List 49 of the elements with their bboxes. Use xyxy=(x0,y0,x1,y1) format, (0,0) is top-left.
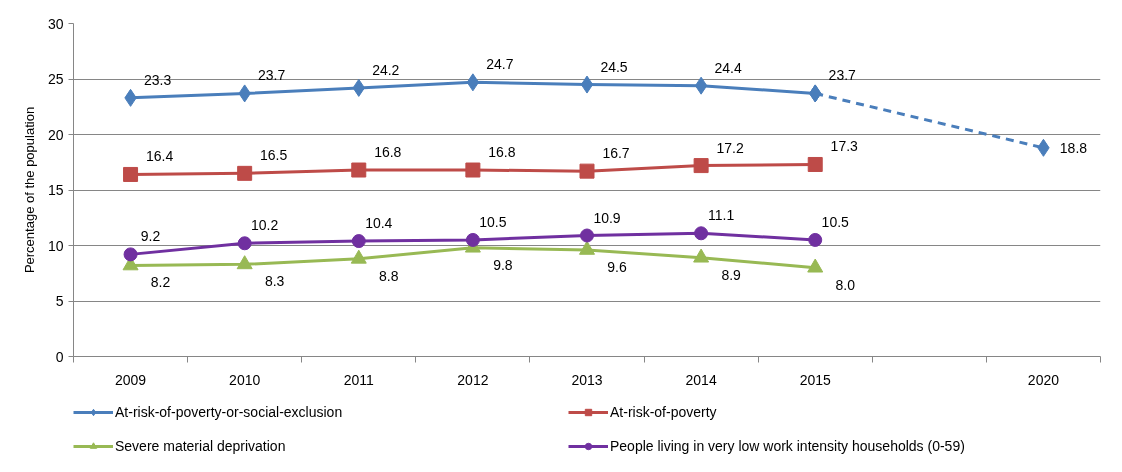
x-tick-label: 2014 xyxy=(685,371,717,388)
x-tick-label: 2009 xyxy=(114,371,147,388)
data-label: 10.9 xyxy=(593,209,621,226)
x-tick-label: 2012 xyxy=(457,371,489,388)
x-tick-label: 2011 xyxy=(343,371,375,388)
data-label: 23.7 xyxy=(828,67,857,84)
data-label: 16.8 xyxy=(488,144,516,161)
data-label: 16.8 xyxy=(374,144,402,161)
data-label: 8.8 xyxy=(379,267,399,284)
y-tick-label: 5 xyxy=(55,293,64,309)
y-tick-label: 20 xyxy=(47,126,64,143)
data-label: 10.5 xyxy=(479,213,507,230)
data-label: 10.5 xyxy=(821,213,850,230)
y-tick-label: 10 xyxy=(47,237,64,254)
x-tick-label: 2013 xyxy=(571,371,603,388)
y-tick-label: 15 xyxy=(47,182,64,198)
data-label: 17.3 xyxy=(830,138,859,155)
x-tick-label: 2020 xyxy=(1027,371,1060,388)
data-label: 8.3 xyxy=(264,273,285,290)
data-label: 24.5 xyxy=(600,58,628,75)
legend-label: People living in very low work intensity households (0-59) xyxy=(610,438,966,454)
x-tick-label: 2015 xyxy=(799,371,832,388)
y-tick-label: 30 xyxy=(47,15,64,32)
y-tick-label: 25 xyxy=(47,71,64,87)
y-axis-title: Percentage of the population xyxy=(21,106,37,274)
data-label: 23.7 xyxy=(258,67,286,84)
legend-label: Severe material deprivation xyxy=(115,438,287,454)
y-tick-label: 0 xyxy=(55,348,64,365)
data-label: 23.3 xyxy=(143,71,172,88)
data-label: 10.4 xyxy=(365,215,393,232)
data-label: 16.7 xyxy=(602,145,630,162)
data-label: 8.2 xyxy=(150,274,171,291)
data-label: 9.8 xyxy=(493,256,513,273)
data-label: 24.4 xyxy=(714,59,742,76)
x-tick-label: 2010 xyxy=(229,371,261,388)
data-label: 9.6 xyxy=(607,258,627,275)
legend-label: At-risk-of-poverty-or-social-exclusion xyxy=(115,404,344,420)
data-label: 24.7 xyxy=(486,56,514,73)
data-label: 18.8 xyxy=(1059,139,1088,156)
data-label: 17.2 xyxy=(716,139,744,156)
data-label: 9.2 xyxy=(140,228,161,245)
data-label: 16.4 xyxy=(145,148,174,165)
data-label: 8.9 xyxy=(721,266,742,283)
data-label: 24.2 xyxy=(372,61,400,78)
data-label: 10.2 xyxy=(251,217,279,234)
data-label: 8.0 xyxy=(835,276,856,293)
legend-label: At-risk-of-poverty xyxy=(610,404,718,420)
data-label: 11.1 xyxy=(708,207,735,224)
data-label: 16.5 xyxy=(260,147,288,164)
